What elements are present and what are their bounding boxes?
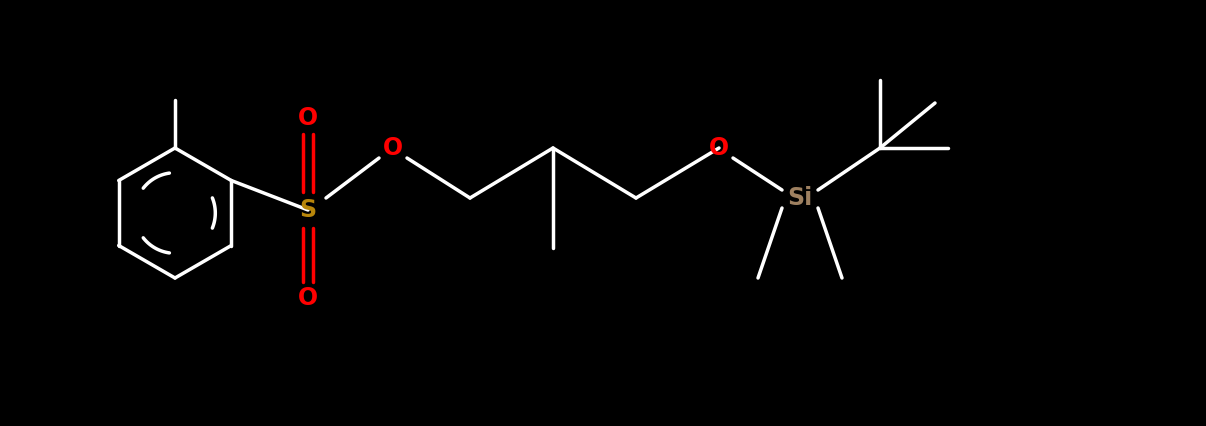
Text: O: O <box>298 286 318 310</box>
Text: O: O <box>384 136 403 160</box>
Text: O: O <box>709 136 730 160</box>
Text: S: S <box>299 198 316 222</box>
Text: Si: Si <box>788 186 813 210</box>
Text: O: O <box>298 106 318 130</box>
